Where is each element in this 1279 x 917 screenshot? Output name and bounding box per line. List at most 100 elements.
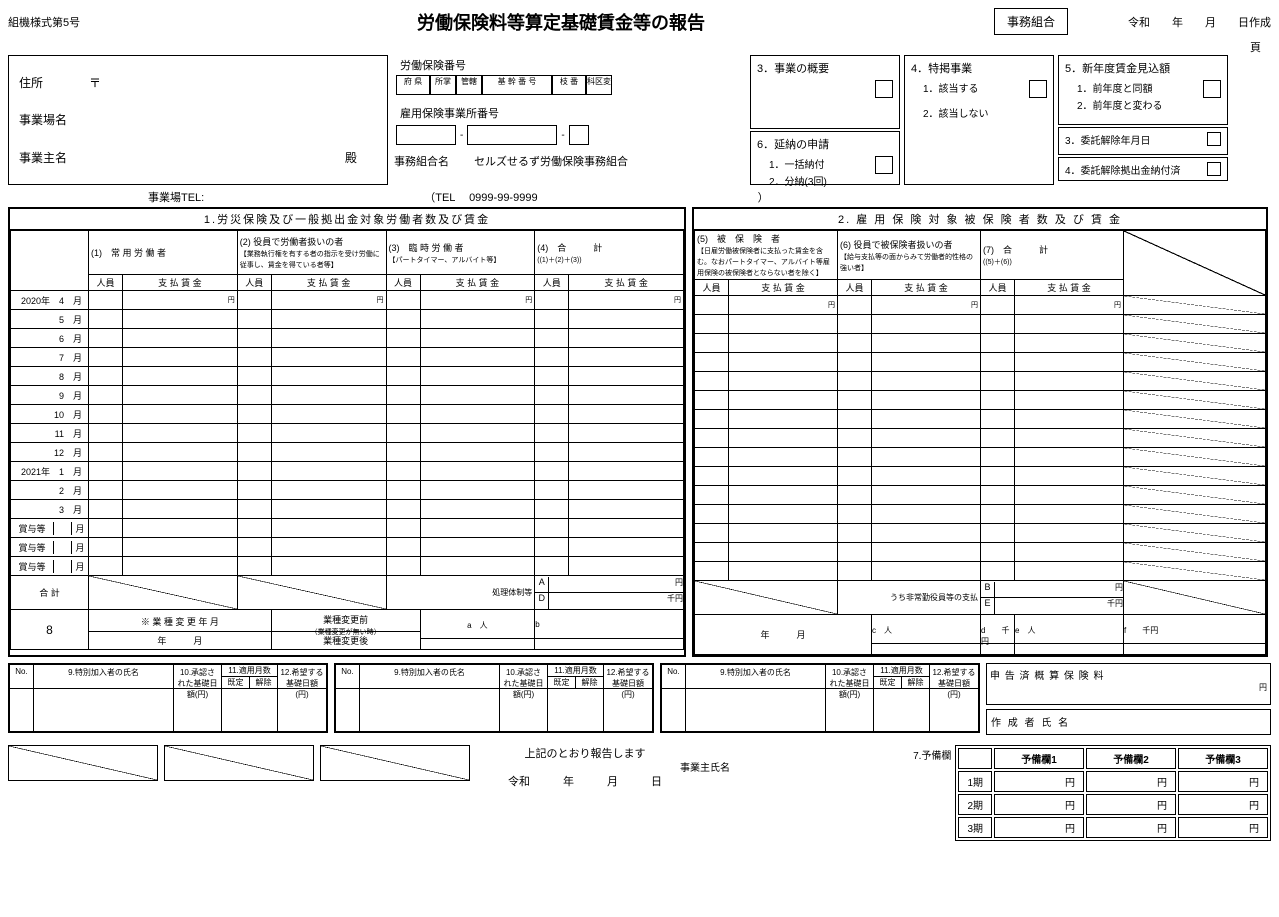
tel-number: 0999-99-9999 <box>469 192 538 204</box>
y3-1: 円 <box>994 817 1084 838</box>
panel-6-title: 6．延納の申請 <box>757 136 893 152</box>
panel-3: 3．事業の概要 <box>750 55 900 129</box>
marker-b: B <box>981 582 995 597</box>
t2-sub-p7: 人員 <box>981 280 1015 296</box>
num-box-pref: 府 県 <box>396 75 430 95</box>
period-3: 3期 <box>958 817 992 838</box>
form-number: 組機様式第5号 <box>8 14 128 30</box>
sec8-label: 8 <box>11 610 89 650</box>
emp-num-1[interactable] <box>396 125 456 145</box>
sp3-c11b: 解除 <box>902 677 929 688</box>
office-name-label: 事業場名 <box>19 111 79 128</box>
sp2-c10: 10.承認された基礎日額(円) <box>500 665 547 689</box>
panel-3-title: 3．事業の概要 <box>757 60 893 76</box>
union-label: 事務組合名 <box>394 156 449 168</box>
panel-4: 4．特掲事業 1．該当する 2．該当しない <box>904 55 1054 185</box>
t1-col3: (3) 臨 時 労 働 者 <box>389 243 464 253</box>
honorific: 殿 <box>345 149 357 166</box>
emp-num-3[interactable] <box>569 125 589 145</box>
sig-box-3 <box>320 745 470 781</box>
yen-b: 円 <box>995 582 1123 597</box>
t1-col3-note: 【パートタイマー、アルバイト等】 <box>389 257 501 264</box>
panel-7b-title: 4．委託解除拠出金納付済 <box>1065 166 1181 177</box>
panel-6-check[interactable] <box>875 156 893 174</box>
panel-4-check[interactable] <box>1029 80 1047 98</box>
panel-5-check[interactable] <box>1203 80 1221 98</box>
t1-col1: (1) 常 用 労 働 者 <box>91 248 166 258</box>
y2-2: 円 <box>1086 794 1176 815</box>
panel-7a: 3．委託解除年月日 <box>1058 127 1228 155</box>
tel-close: ） <box>758 189 769 205</box>
y1-1: 円 <box>994 771 1084 792</box>
num-box-kikan: 基 幹 番 号 <box>482 75 552 95</box>
emp-ins-number-label: 雇用保険事業所番号 <box>400 105 744 121</box>
sp1-c11a: 既定 <box>222 677 250 688</box>
special-box-1: No. 9.特別加入者の氏名 10.承認された基礎日額(円) 11.適用月数既定… <box>8 663 328 733</box>
declared-label: 申 告 済 概 算 保 険 料 <box>990 667 1267 682</box>
y2-1: 円 <box>994 794 1084 815</box>
author-label: 作 成 者 氏 名 <box>991 718 1070 729</box>
special-box-2: No. 9.特別加入者の氏名 10.承認された基礎日額(円) 11.適用月数既定… <box>334 663 654 733</box>
t2-col5: (5) 被 保 険 者 <box>697 234 780 244</box>
panel-3-check[interactable] <box>875 80 893 98</box>
sp1-name: 9.特別加入者の氏名 <box>34 665 173 689</box>
change-before: 業種変更前 <box>323 615 368 625</box>
declared-premium-box: 申 告 済 概 算 保 険 料 円 <box>986 663 1271 705</box>
panel-4-title: 4．特掲事業 <box>911 60 1047 76</box>
sp3-c10: 10.承認された基礎日額(円) <box>826 665 873 689</box>
panel-6: 6．延納の申請 1．一括納付 2．分納(3回) <box>750 131 900 185</box>
panel-7b-check[interactable] <box>1207 162 1221 176</box>
table-2: 2. 雇 用 保 険 対 象 被 保 険 者 数 及 び 賃 金 (5) 被 保… <box>692 207 1268 657</box>
t2-col5-note: 【日雇労働被保険者に支払った賃金を含む。なおパートタイマー、アルバイト等雇用保険… <box>697 248 830 277</box>
marker-e: E <box>981 598 995 614</box>
declared-yen: 円 <box>990 682 1267 693</box>
panel-5-title: 5．新年度賃金見込額 <box>1065 60 1221 76</box>
yobi-h2: 予備欄2 <box>1086 748 1176 769</box>
t2-sub-w6: 支 払 賃 金 <box>872 280 981 296</box>
report-text: 上記のとおり報告します <box>508 745 662 761</box>
yen-a: 円 <box>549 577 683 592</box>
change-ym: 年 月 <box>89 632 271 647</box>
change-label: ※ 業 種 変 更 年 月 <box>89 613 271 632</box>
num-box-shokan: 所掌 <box>430 75 456 95</box>
sp3-c11: 11.適用月数 <box>874 665 929 677</box>
address-label: 住所 <box>19 74 79 91</box>
owner-sig-label: 事業主氏名 <box>680 745 730 774</box>
yobi-label: 7.予備欄 <box>913 745 951 762</box>
period-2: 2期 <box>958 794 992 815</box>
sp2-name: 9.特別加入者の氏名 <box>360 665 499 689</box>
t1-total-label: 合 計 <box>11 576 89 610</box>
sp1-c10: 10.承認された基礎日額(円) <box>174 665 221 689</box>
postal-mark: 〒 <box>89 74 101 91</box>
table-2-title: 2. 雇 用 保 険 対 象 被 保 険 者 数 及 び 賃 金 <box>694 209 1266 230</box>
t2-sub-p5: 人員 <box>695 280 729 296</box>
sp1-c12: 12.希望する基礎日額(円) <box>278 665 326 689</box>
union-name: セルズせるず労働保険事務組合 <box>474 156 628 168</box>
creation-date: 令和 年 月 日作成 <box>1128 14 1271 30</box>
panel-5-opt2: 2．前年度と変わる <box>1077 97 1221 112</box>
emp-num-2[interactable] <box>467 125 557 145</box>
panel-7a-check[interactable] <box>1207 132 1221 146</box>
office-tel-label: 事業場TEL: <box>148 189 204 205</box>
t1-sub-p4: 人員 <box>535 275 569 291</box>
author-box: 作 成 者 氏 名 <box>986 709 1271 735</box>
y1-2: 円 <box>1086 771 1176 792</box>
sp3-c11a: 既定 <box>874 677 902 688</box>
num-box-kakuhen: 科区変 <box>586 75 612 95</box>
t1-col4-note: ((1)＋(2)＋(3)) <box>537 257 581 264</box>
yobi-h3: 予備欄3 <box>1178 748 1268 769</box>
num-box-eda: 枝 番 <box>552 75 586 95</box>
sp3-name: 9.特別加入者の氏名 <box>686 665 825 689</box>
reiwa-date: 令和 年 月 日 <box>508 773 662 789</box>
special-box-3: No. 9.特別加入者の氏名 10.承認された基礎日額(円) 11.適用月数既定… <box>660 663 980 733</box>
t2-sub-w5: 支 払 賃 金 <box>729 280 838 296</box>
t1-sub-w2: 支 払 賃 金 <box>271 275 386 291</box>
sp2-c11b: 解除 <box>576 677 603 688</box>
y3-2: 円 <box>1086 817 1176 838</box>
t2-ym: 年 月 <box>695 615 872 655</box>
jimu-kumiai-box: 事務組合 <box>994 8 1068 35</box>
panel-5-opt1: 1．前年度と同額 <box>1077 80 1221 95</box>
owner-name-label: 事業主名 <box>19 149 79 166</box>
page-number: 頁 <box>8 39 1261 55</box>
labor-ins-number-label: 労働保険番号 <box>400 57 744 73</box>
